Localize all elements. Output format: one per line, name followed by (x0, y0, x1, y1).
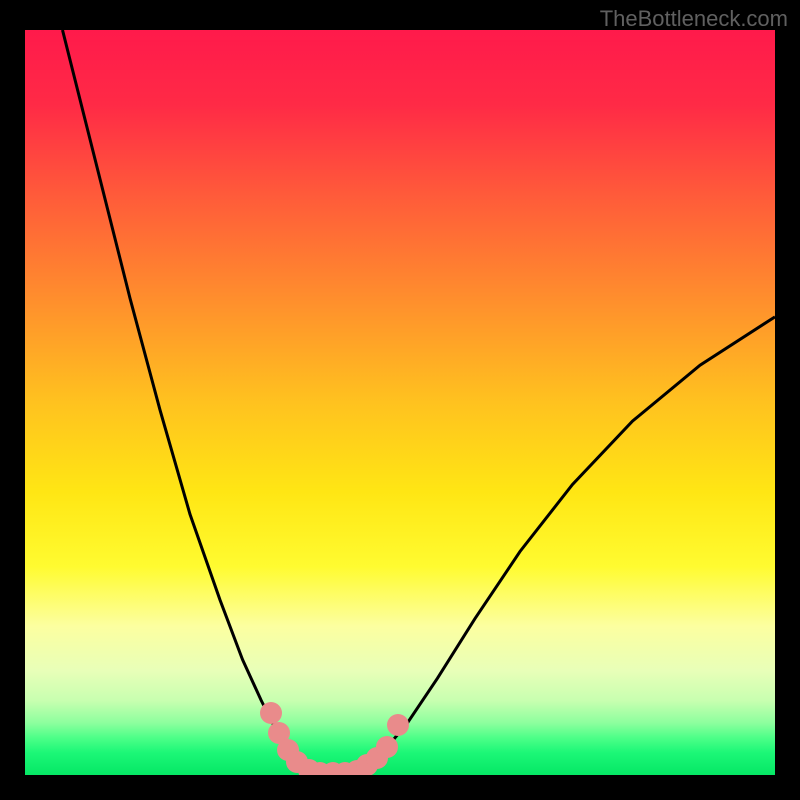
curve-path (63, 30, 776, 773)
marker-dot (387, 714, 409, 736)
bottleneck-curve (25, 30, 775, 775)
watermark-text: TheBottleneck.com (600, 6, 788, 32)
marker-dot (376, 736, 398, 758)
bottleneck-plot (25, 30, 775, 775)
stage: TheBottleneck.com (0, 0, 800, 800)
